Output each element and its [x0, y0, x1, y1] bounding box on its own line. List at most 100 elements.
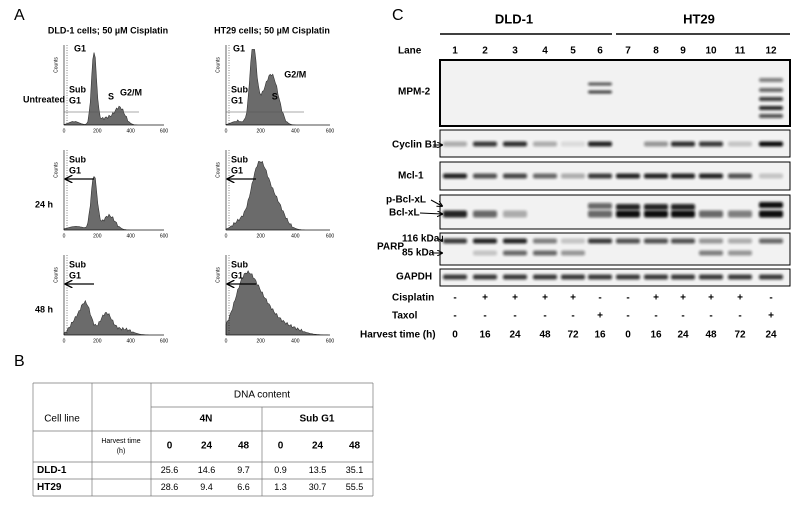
band	[588, 82, 612, 86]
blot-label: Bcl-xL	[389, 208, 420, 219]
table-cell: 30.7	[309, 482, 327, 492]
band	[671, 238, 695, 244]
table-cell: 9.4	[200, 482, 213, 492]
peak-label: G2/M	[120, 87, 142, 97]
table-header: Harvest time	[101, 438, 140, 445]
lane-number: 10	[705, 46, 717, 57]
band	[473, 173, 497, 179]
band	[728, 210, 752, 218]
band	[728, 173, 752, 179]
peak-label: Sub	[69, 154, 87, 164]
lane-number: 11	[735, 46, 746, 57]
peak-label: G1	[231, 270, 243, 280]
table-header: Sub G1	[299, 414, 334, 425]
table-cell: 28.6	[161, 482, 179, 492]
band	[533, 274, 557, 280]
band	[671, 210, 695, 218]
treatment-value: 0	[452, 330, 458, 341]
treatment-value: 16	[479, 330, 491, 341]
treatment-value: 72	[567, 330, 579, 341]
y-axis-label: Counts	[53, 57, 59, 73]
group-label: HT29	[683, 11, 715, 26]
treatment-value: 48	[705, 330, 717, 341]
band	[616, 210, 640, 218]
band	[473, 250, 497, 256]
band	[671, 204, 695, 210]
band	[759, 114, 783, 118]
column-title: HT29 cells; 50 µM Cisplatin	[214, 25, 330, 35]
treatment-value: 16	[650, 330, 662, 341]
blot-strip	[439, 232, 791, 266]
x-tick-label: 400	[126, 233, 135, 239]
blot-label: 116 kDa	[402, 234, 440, 245]
band	[588, 141, 612, 147]
band	[588, 210, 612, 218]
x-tick-label: 0	[225, 338, 228, 344]
band	[473, 210, 497, 218]
lane-number: 2	[482, 46, 488, 57]
peak-label: Sub	[69, 84, 87, 94]
treatment-value: +	[768, 311, 774, 322]
row-label: 48 h	[35, 304, 53, 314]
panel-label: B	[14, 353, 25, 370]
x-tick-label: 200	[93, 233, 102, 239]
blot-label: p-Bcl-xL	[386, 195, 426, 206]
peak-label: G1	[233, 43, 245, 53]
treatment-value: +	[737, 293, 743, 304]
band	[443, 173, 467, 179]
table-cell: 1.3	[274, 482, 287, 492]
x-tick-label: 0	[225, 128, 228, 134]
band	[443, 238, 467, 244]
band	[759, 238, 783, 244]
x-tick-label: 600	[326, 338, 335, 344]
band	[759, 97, 783, 101]
treatment-value: 16	[594, 330, 606, 341]
treatment-value: 72	[734, 330, 746, 341]
panel-label: C	[392, 7, 404, 24]
table-cell: 48	[238, 441, 250, 452]
band	[644, 274, 668, 280]
x-tick-label: 0	[225, 233, 228, 239]
panel-label: A	[14, 7, 25, 24]
blot-label: MPM-2	[398, 87, 431, 98]
peak-label: G1	[74, 43, 86, 53]
x-tick-label: 200	[93, 128, 102, 134]
row-header: HT29	[37, 482, 62, 493]
treatment-label: Cisplatin	[392, 293, 434, 304]
treatment-value: -	[709, 311, 712, 322]
table-header: (h)	[117, 448, 126, 455]
band	[759, 141, 783, 147]
band	[561, 250, 585, 256]
treatment-value: -	[513, 311, 516, 322]
peak-label: Sub	[231, 84, 249, 94]
table-cell: 24	[312, 441, 324, 452]
band	[759, 210, 783, 218]
band	[671, 274, 695, 280]
x-tick-label: 200	[256, 338, 265, 344]
band	[473, 141, 497, 147]
treatment-value: -	[654, 311, 657, 322]
treatment-value: -	[626, 293, 629, 304]
table-cell: 48	[349, 441, 361, 452]
treatment-value: +	[570, 293, 576, 304]
treatment-label: Harvest time (h)	[360, 330, 436, 341]
arrow	[441, 239, 442, 241]
treatment-value: -	[626, 311, 629, 322]
band	[616, 238, 640, 244]
x-tick-label: 200	[256, 233, 265, 239]
band	[759, 106, 783, 110]
lane-number: 8	[653, 46, 659, 57]
arrow	[419, 213, 442, 214]
band	[503, 274, 527, 280]
band	[443, 141, 467, 147]
band	[533, 141, 557, 147]
treatment-value: -	[543, 311, 546, 322]
table-cell: 0	[167, 441, 173, 452]
band	[588, 173, 612, 179]
y-axis-label: Counts	[215, 162, 221, 178]
histogram	[63, 299, 164, 336]
peak-label: G1	[69, 95, 81, 105]
treatment-value: -	[483, 311, 486, 322]
treatment-value: -	[769, 293, 772, 304]
band	[503, 141, 527, 147]
